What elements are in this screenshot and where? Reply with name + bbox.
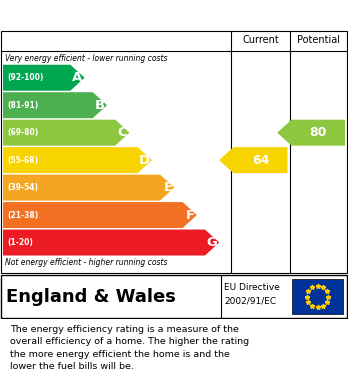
- Text: England & Wales: England & Wales: [6, 287, 176, 305]
- Text: EU Directive
2002/91/EC: EU Directive 2002/91/EC: [224, 283, 280, 305]
- Text: (69-80): (69-80): [7, 128, 38, 137]
- Text: (39-54): (39-54): [7, 183, 38, 192]
- Text: Current: Current: [242, 35, 279, 45]
- Text: Very energy efficient - lower running costs: Very energy efficient - lower running co…: [5, 54, 167, 63]
- Text: D: D: [139, 154, 150, 167]
- Text: (21-38): (21-38): [7, 210, 38, 220]
- Polygon shape: [3, 202, 197, 228]
- Text: 80: 80: [310, 126, 327, 139]
- Text: G: G: [206, 236, 217, 249]
- Text: E: E: [163, 181, 172, 194]
- Text: (81-91): (81-91): [7, 101, 38, 110]
- Text: (55-68): (55-68): [7, 156, 38, 165]
- Polygon shape: [3, 147, 152, 173]
- Text: F: F: [186, 208, 195, 222]
- Text: (92-100): (92-100): [7, 73, 44, 82]
- Polygon shape: [219, 147, 287, 173]
- Text: (1-20): (1-20): [7, 238, 33, 247]
- Text: Not energy efficient - higher running costs: Not energy efficient - higher running co…: [5, 258, 167, 267]
- Polygon shape: [3, 230, 219, 255]
- Text: A: A: [72, 71, 82, 84]
- Bar: [292, 280, 343, 314]
- Polygon shape: [3, 65, 85, 91]
- Text: B: B: [95, 99, 105, 112]
- Text: The energy efficiency rating is a measure of the
overall efficiency of a home. T: The energy efficiency rating is a measur…: [10, 325, 250, 371]
- Polygon shape: [3, 175, 174, 201]
- Text: C: C: [118, 126, 127, 139]
- Polygon shape: [277, 120, 345, 145]
- Text: 64: 64: [252, 154, 269, 167]
- Text: Energy Efficiency Rating: Energy Efficiency Rating: [10, 7, 220, 23]
- Polygon shape: [3, 92, 107, 118]
- Text: Potential: Potential: [297, 35, 340, 45]
- Polygon shape: [3, 120, 129, 145]
